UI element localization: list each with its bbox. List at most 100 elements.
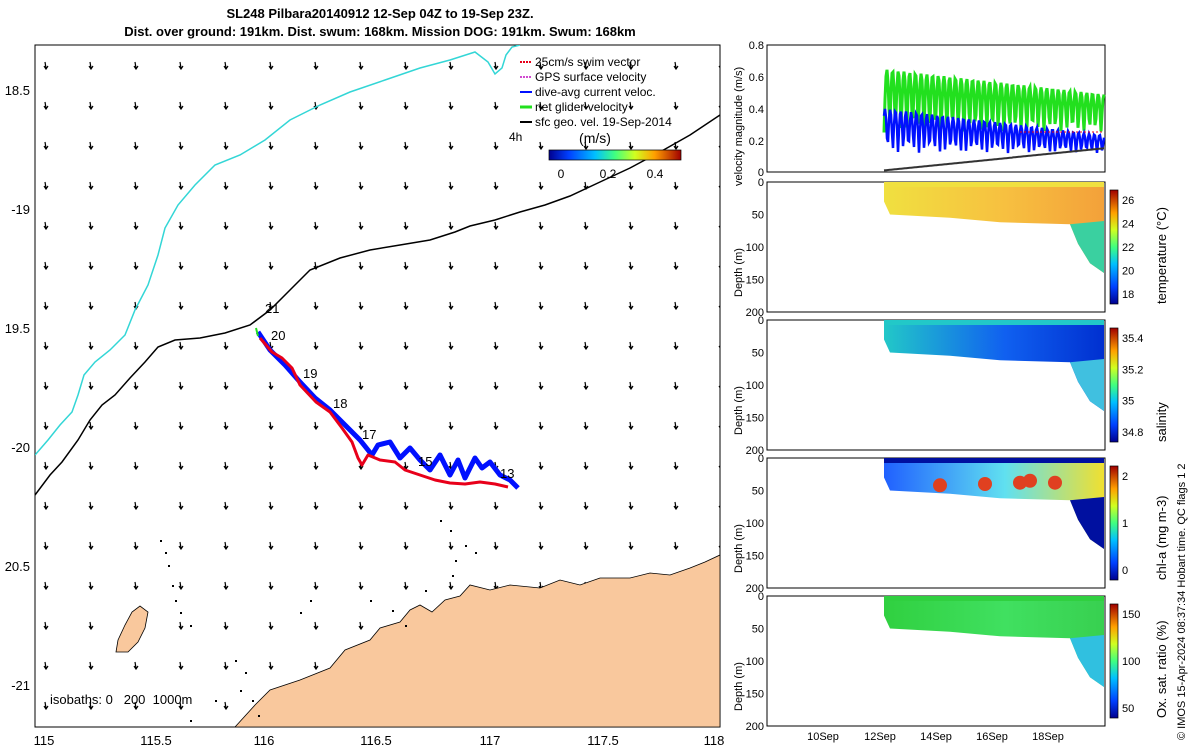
current-arrow [313, 341, 319, 351]
islet [180, 612, 182, 614]
current-arrow [223, 381, 229, 391]
current-arrow [133, 501, 139, 511]
current-arrow [178, 301, 184, 311]
salinity-cbar-tick: 35.2 [1122, 364, 1143, 376]
current-arrow [718, 182, 720, 189]
current-arrow [628, 221, 634, 231]
oxygen-ylabel: Depth (m) [733, 662, 745, 711]
current-arrow [448, 541, 454, 551]
current-arrow [43, 621, 49, 631]
current-arrow [628, 261, 634, 271]
sfc-geo-velocity-series [883, 147, 1105, 172]
current-arrow [133, 461, 139, 471]
current-arrow [178, 701, 184, 711]
current-arrow [538, 541, 544, 551]
current-arrow [268, 421, 274, 431]
islet [475, 552, 477, 554]
current-arrow [88, 541, 94, 551]
current-arrow [718, 102, 720, 109]
current-arrow [178, 221, 184, 231]
current-arrow [358, 501, 364, 511]
current-arrow [358, 141, 364, 151]
figure-subtitle: Dist. over ground: 191km. Dist. swum: 16… [124, 24, 636, 39]
chla-maximum-patch [1048, 475, 1062, 490]
current-arrow [583, 341, 589, 351]
current-arrow [133, 61, 139, 71]
time-tick: 12Sep [864, 731, 896, 743]
islet [465, 545, 467, 547]
salinity-colorbar [1109, 327, 1119, 443]
oxygen-ytick: 200 [746, 721, 764, 733]
isobath-1000m [35, 114, 720, 496]
lon-tick: 116.5 [360, 733, 392, 748]
current-arrow [718, 462, 720, 469]
current-arrow [223, 541, 229, 551]
current-arrow [628, 541, 634, 551]
swim-vector-track [258, 337, 509, 489]
current-arrow [673, 261, 679, 271]
current-arrow [673, 421, 679, 431]
salinity-ytick: 150 [746, 413, 764, 425]
chla-ytick: 50 [752, 486, 764, 498]
current-arrow [178, 381, 184, 391]
map-lat-axis: 18.5 -19 19.5 -20 20.5 -21 [5, 83, 30, 693]
current-arrow [538, 381, 544, 391]
oxygen-ytick: 50 [752, 624, 764, 636]
velocity-ytick: 0.6 [749, 72, 764, 84]
current-arrow [223, 661, 229, 671]
current-arrow [43, 261, 49, 271]
chla-surface-band [884, 458, 1104, 463]
current-arrow [448, 261, 454, 271]
temperature-cbar-tick: 26 [1122, 195, 1134, 207]
current-arrow [538, 141, 544, 151]
salinity-deep-water [1070, 359, 1104, 411]
temperature-ytick: 0 [758, 177, 764, 189]
current-arrow [133, 181, 139, 191]
current-arrow [538, 341, 544, 351]
chla-maximum-patch [1013, 475, 1027, 490]
current-arrow [43, 221, 49, 231]
current-arrow [313, 541, 319, 551]
islet [168, 565, 170, 567]
colorbar-unit: (m/s) [579, 130, 611, 146]
current-arrow [133, 261, 139, 271]
current-arrow [178, 621, 184, 631]
current-arrow [268, 621, 274, 631]
current-arrow [313, 181, 319, 191]
current-arrow [538, 181, 544, 191]
map-panel: 21 20 19 18 17 15 13 isobaths: 0 200 100… [5, 44, 724, 748]
current-arrow [223, 261, 229, 271]
current-arrow [313, 581, 319, 591]
current-arrow [268, 501, 274, 511]
temperature-ylabel: Depth (m) [733, 248, 745, 297]
current-arrow [628, 141, 634, 151]
current-arrow [673, 301, 679, 311]
current-arrow [313, 661, 319, 671]
current-arrow [493, 261, 499, 271]
oxygen-colorbar [1109, 603, 1119, 719]
current-arrow [268, 541, 274, 551]
current-arrow [313, 461, 319, 471]
current-arrow [178, 101, 184, 111]
current-arrow [628, 61, 634, 71]
map-legend: 25cm/s swim vector GPS surface velocity … [509, 55, 682, 181]
current-arrow [673, 501, 679, 511]
current-arrow [43, 341, 49, 351]
current-arrow [358, 261, 364, 271]
current-arrow [583, 301, 589, 311]
current-arrow [133, 141, 139, 151]
current-arrow [313, 61, 319, 71]
current-arrow [403, 181, 409, 191]
current-arrow [583, 261, 589, 271]
dive-avg-current-track [255, 330, 520, 490]
current-arrow [673, 541, 679, 551]
current-arrow [448, 581, 454, 591]
current-arrow [583, 381, 589, 391]
islet [258, 715, 260, 717]
salinity-cbar-tick: 34.8 [1122, 427, 1143, 439]
temperature-cbar-tick: 20 [1122, 266, 1134, 278]
current-arrow [583, 141, 589, 151]
islet [190, 625, 192, 627]
current-arrow [493, 101, 499, 111]
